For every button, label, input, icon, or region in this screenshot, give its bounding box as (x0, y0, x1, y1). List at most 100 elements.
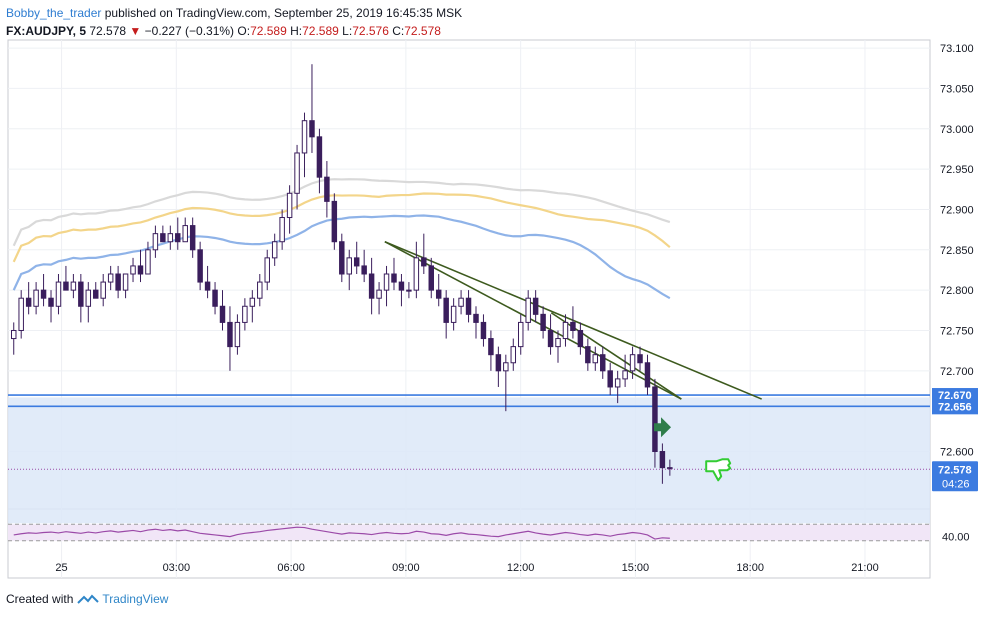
high-label: H: (290, 24, 303, 38)
thumbs-down-icon (705, 458, 732, 482)
candle-body (592, 354, 599, 364)
candle-body (667, 467, 673, 470)
candle-body (435, 289, 442, 299)
last-price: 72.578 (89, 24, 127, 38)
level-price-tag (932, 388, 978, 404)
chart-header: Bobby_the_trader published on TradingVie… (6, 4, 946, 40)
candle-body (510, 346, 517, 364)
candle-body (167, 233, 174, 243)
candle-body (406, 289, 412, 292)
candle-body (614, 378, 621, 388)
price-tick-label: 73.100 (940, 43, 974, 55)
candle-body (301, 120, 308, 154)
level-price-tag (932, 399, 978, 415)
rsi-line (13, 526, 670, 540)
candle-body (122, 273, 129, 291)
candle-body (577, 329, 584, 348)
time-tick-label: 18:00 (736, 562, 764, 574)
tradingview-logo-icon (77, 594, 100, 604)
candle-body (353, 257, 360, 267)
candle-body (585, 346, 591, 364)
time-tick-label: 03:00 (163, 562, 191, 574)
candle-body (637, 354, 643, 364)
candle-body (488, 338, 494, 356)
candle-body (361, 265, 367, 275)
candle-body (212, 289, 218, 307)
candle-body (555, 338, 561, 348)
candle-body (93, 289, 99, 299)
candle-body (652, 386, 658, 453)
candle-body (11, 329, 17, 340)
candle-body (137, 265, 144, 275)
candle-body (40, 289, 47, 299)
trendline-2 (384, 241, 682, 400)
author-link[interactable]: Bobby_the_trader (6, 6, 102, 20)
time-tick-label: 15:00 (622, 562, 650, 574)
candle-body (309, 120, 315, 138)
candle-body (562, 321, 569, 340)
candle-body (331, 200, 338, 243)
price-change: −0.227 (−0.31%) (144, 24, 235, 38)
open-value: 72.589 (250, 24, 287, 38)
candle-body (570, 321, 576, 331)
candle-body (286, 192, 293, 219)
candle-body (368, 273, 375, 299)
candle-body (324, 176, 330, 202)
price-chart[interactable]: 73.100 73.050 73.000 72.950 72.900 72.850 72.8… (0, 0, 988, 590)
candle-body (55, 281, 62, 307)
created-with-text: Created with (6, 592, 74, 606)
candle-body (339, 241, 345, 275)
level-price-text: 72.670 (938, 390, 972, 402)
publish-line: Bobby_the_trader published on TradingVie… (6, 4, 946, 22)
candle-body (107, 273, 114, 283)
candle-body (383, 273, 390, 291)
candle-body (242, 305, 248, 323)
candle-body (517, 321, 524, 348)
candle-body (458, 297, 464, 307)
candle-body (219, 305, 226, 323)
candle-body (189, 225, 196, 251)
publish-info: published on TradingView.com, September … (104, 6, 463, 20)
current-price-text: 72.578 (938, 464, 972, 476)
tradingview-link[interactable]: TradingView (102, 592, 169, 606)
candle-body (316, 136, 323, 178)
candle-body (503, 362, 509, 372)
candle-body (346, 257, 352, 275)
current-price-tag (932, 461, 978, 492)
candle-body (182, 225, 188, 243)
price-tick-label: 72.600 (940, 447, 974, 459)
candle-body (48, 297, 54, 307)
candle-body (175, 233, 181, 243)
signal-arrow-icon (654, 417, 672, 438)
close-value: 72.578 (404, 24, 441, 38)
support-zone (8, 397, 930, 524)
low-value: 72.576 (352, 24, 389, 38)
candle-body (234, 321, 241, 348)
candle-body (443, 297, 449, 323)
moving-average-3 (12, 214, 671, 300)
candle-body (25, 297, 32, 307)
candle-body (33, 289, 39, 307)
candle-body (264, 257, 270, 283)
symbol-line: FX:AUDJPY, 5 72.578 ▼ −0.227 (−0.31%) O:… (6, 22, 946, 40)
candle-body (391, 273, 397, 283)
price-tick-label: 72.800 (940, 285, 974, 297)
candle-body (421, 257, 427, 267)
candle-body (547, 329, 554, 348)
triangle-down-icon: ▼ (129, 24, 142, 38)
close-label: C: (392, 24, 405, 38)
time-tick-label: 25 (55, 562, 67, 574)
level-price-text: 72.656 (938, 401, 972, 413)
candle-body (428, 265, 435, 291)
candle-body (659, 451, 666, 469)
moving-average-2 (12, 192, 671, 263)
candle-body (63, 281, 69, 291)
candle-body (85, 289, 92, 307)
candle-body (294, 152, 300, 194)
candle-body (600, 354, 606, 372)
candle-body (450, 305, 457, 323)
candle-body (644, 362, 651, 388)
candle-body (622, 370, 628, 380)
candle-body (78, 281, 84, 307)
open-label: O: (237, 24, 251, 38)
